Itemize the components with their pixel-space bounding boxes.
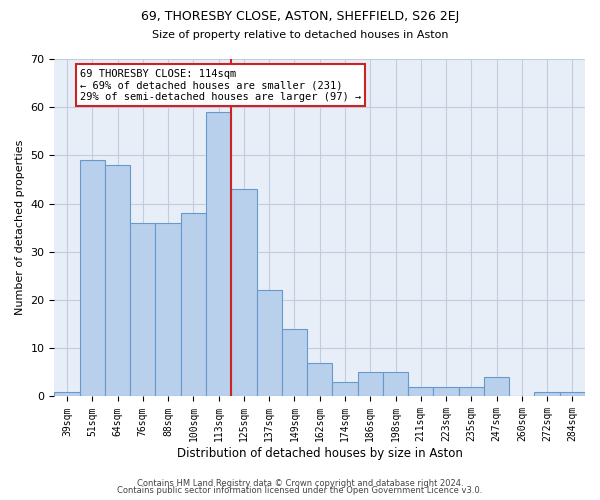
Text: Size of property relative to detached houses in Aston: Size of property relative to detached ho… (152, 30, 448, 40)
Bar (408, 387, 433, 396)
Bar (458, 387, 484, 396)
Bar (206, 112, 231, 397)
Bar (130, 223, 155, 396)
Bar (231, 189, 257, 396)
Bar (383, 372, 408, 396)
X-axis label: Distribution of detached houses by size in Aston: Distribution of detached houses by size … (177, 447, 463, 460)
Bar (433, 387, 458, 396)
Text: Contains public sector information licensed under the Open Government Licence v3: Contains public sector information licen… (118, 486, 482, 495)
Text: 69 THORESBY CLOSE: 114sqm
← 69% of detached houses are smaller (231)
29% of semi: 69 THORESBY CLOSE: 114sqm ← 69% of detac… (80, 68, 361, 102)
Bar (181, 214, 206, 396)
Text: Contains HM Land Registry data © Crown copyright and database right 2024.: Contains HM Land Registry data © Crown c… (137, 478, 463, 488)
Bar (282, 329, 307, 396)
Bar (535, 392, 560, 396)
Bar (307, 362, 332, 396)
Bar (332, 382, 358, 396)
Bar (560, 392, 585, 396)
Bar (257, 290, 282, 397)
Bar (155, 223, 181, 396)
Bar (55, 392, 80, 396)
Text: 69, THORESBY CLOSE, ASTON, SHEFFIELD, S26 2EJ: 69, THORESBY CLOSE, ASTON, SHEFFIELD, S2… (141, 10, 459, 23)
Bar (105, 165, 130, 396)
Y-axis label: Number of detached properties: Number of detached properties (15, 140, 25, 316)
Bar (80, 160, 105, 396)
Bar (358, 372, 383, 396)
Bar (484, 377, 509, 396)
